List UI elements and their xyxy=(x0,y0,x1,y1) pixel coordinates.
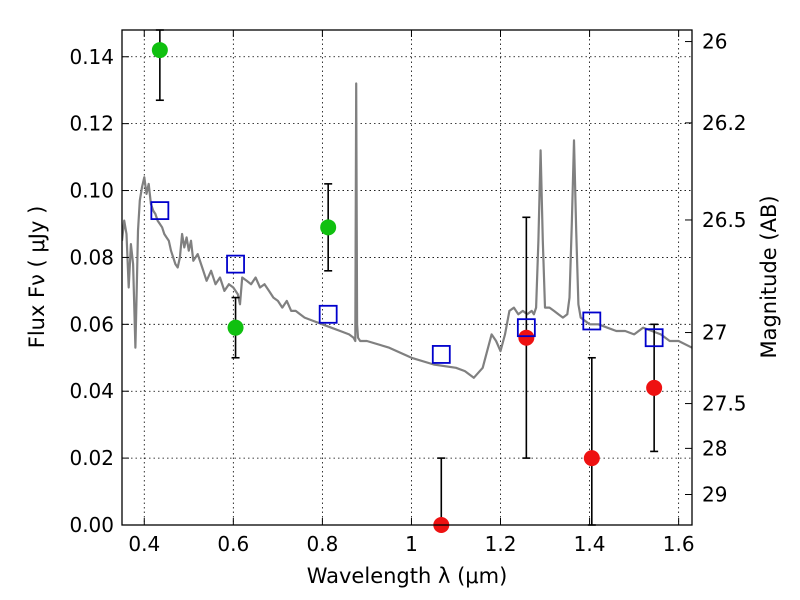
undetected-flux-point xyxy=(646,379,663,396)
x-tick-label: 1.2 xyxy=(485,532,517,556)
detected-flux-point xyxy=(227,319,244,336)
undetected-flux-point xyxy=(583,450,600,467)
y2-tick-label: 29 xyxy=(702,482,727,506)
plot-frame xyxy=(121,29,693,526)
y2-tick-label: 27 xyxy=(702,321,727,345)
y2-tick-label: 27.5 xyxy=(702,392,747,416)
sed-model-line xyxy=(122,82,692,379)
data-layer xyxy=(122,82,692,379)
y-axis-label: Flux Fν ( μJy ) xyxy=(25,206,49,349)
model-photometry-square xyxy=(150,201,170,221)
y-tick-label: 0.08 xyxy=(69,245,114,269)
y2-tick-label: 26.2 xyxy=(702,111,747,135)
errorbar-layer xyxy=(155,29,659,526)
x-tick-label: 1 xyxy=(405,532,418,556)
x-tick-label: 1.4 xyxy=(574,532,606,556)
y2-tick-label: 26.5 xyxy=(702,208,747,232)
y-tick-label: 0.14 xyxy=(69,45,114,69)
model-photometry-square xyxy=(516,318,536,338)
model-photometry-square xyxy=(318,304,338,324)
y2-axis-label: Magnitude (AB) xyxy=(757,195,781,358)
x-axis-label: Wavelength λ (μm) xyxy=(307,564,508,588)
tick-layer: 0.4 0.6 0.8 1 1.2 1.4 1.6 0.00 0.02 0.04 0.06 0.08 0… xyxy=(69,30,746,556)
x-tick-label: 0.4 xyxy=(128,532,160,556)
y-tick-label: 0.10 xyxy=(69,179,114,203)
model-photometry-square xyxy=(582,311,602,331)
model-photometry-square xyxy=(226,254,245,274)
detected-flux-point xyxy=(320,219,337,236)
x-tick-label: 0.6 xyxy=(217,532,249,556)
y-tick-label: 0.12 xyxy=(69,112,114,136)
model-photometry-square xyxy=(644,328,664,348)
detected-flux-point xyxy=(151,42,168,59)
model-photometry-square xyxy=(431,345,451,364)
marker-layer xyxy=(150,42,664,533)
x-tick-label: 0.8 xyxy=(306,532,338,556)
y-tick-label: 0.06 xyxy=(69,312,114,336)
undetected-flux-point xyxy=(518,329,535,346)
y-tick-label: 0.02 xyxy=(69,446,114,470)
x-tick-label: 1.6 xyxy=(663,532,695,556)
y-tick-label: 0.00 xyxy=(69,513,114,537)
y2-tick-label: 26 xyxy=(702,30,727,54)
y2-tick-label: 28 xyxy=(702,436,727,460)
grid-lines xyxy=(122,30,692,525)
y-tick-label: 0.04 xyxy=(69,379,114,403)
